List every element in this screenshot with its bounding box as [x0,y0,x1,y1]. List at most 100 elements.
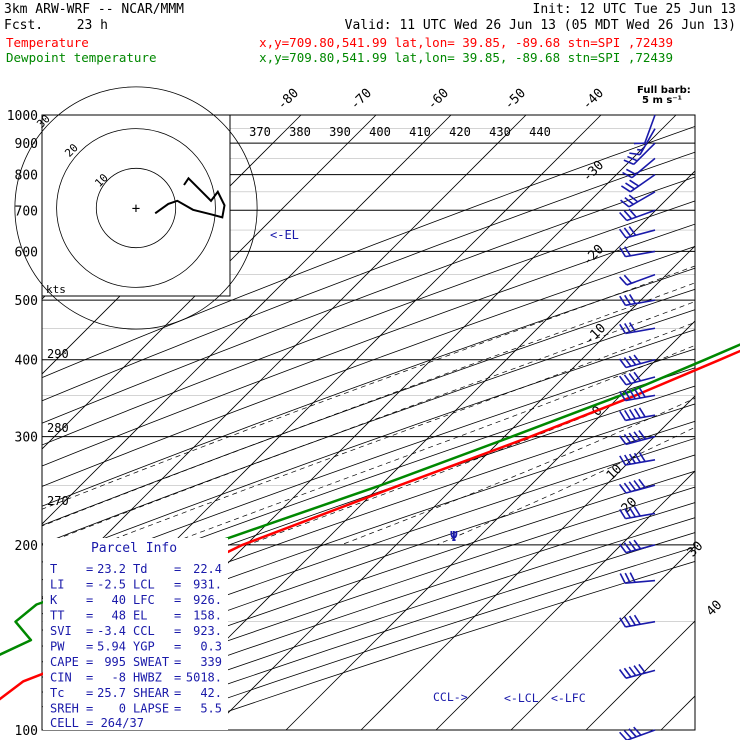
parcel-eq: = [86,686,93,700]
wind-barb-flag [633,354,642,365]
wind-barb [633,114,656,145]
isotherm-top-label: -40 [580,86,607,113]
fcst-label: Fcst. [4,18,43,33]
wind-barb-flag [628,453,636,464]
parcel-value: 25.7 [97,686,126,700]
wind-barb-flag [623,729,633,740]
theta-top-label: 420 [449,125,471,139]
parcel-value: 42. [200,686,222,700]
hodograph-unit-label: kts [46,283,66,296]
init-time: Init: 12 UTC Tue 25 Jun 13 [533,2,737,17]
wind-barb-flag [618,483,627,494]
wind-barb-flag [624,197,634,205]
wind-barb-flag [619,276,628,286]
wind-barb-flag [623,274,633,284]
wind-barb-flag [624,508,632,519]
wind-barb [623,142,656,166]
wind-barb-flag [618,228,627,239]
wind-barb [619,387,656,402]
dry-adiabat-lines [42,125,695,718]
parcel-value: 995 [104,655,126,669]
wind-barb-flag [628,322,636,333]
wind-barbs [618,114,656,740]
parcel-label: Td [133,562,147,576]
moist-adiabat-line [42,301,695,546]
parcel-value: 339 [200,655,222,669]
theta-top-label: 380 [289,125,311,139]
parcel-value: -3.4 [97,624,126,638]
dry-adiabat-line [42,176,695,424]
header: 3km ARW-WRF -- NCAR/MMM Init: 12 UTC Tue… [4,2,736,65]
parcel-label: CCL [133,624,155,638]
dry-adiabat-line [42,309,695,545]
wind-barb-flag [624,616,632,627]
parcel-eq: = [174,624,181,638]
storm-motion-marker: Ψ [450,530,458,545]
wind-barb [619,614,656,628]
wind-barb-flag [623,374,632,384]
parcel-label: T [50,562,57,576]
isotherm-line [736,115,740,730]
wind-barb-flag [618,375,627,386]
parcel-eq: = [174,609,181,623]
isotherm-line [435,470,695,730]
isotherm-right-label: -20 [580,242,607,269]
wind-barb-flag [622,171,633,179]
wind-barb-flag [638,478,646,489]
isotherm-top-label: -80 [275,86,302,113]
wind-barb-flag [619,573,626,584]
wind-barb-flag [638,387,646,398]
wind-barb-flag [619,617,627,628]
wind-barb-flag [628,373,637,383]
wind-barb [619,407,656,422]
parcel-label: SREH [50,702,79,716]
wind-barb-flag [629,152,641,156]
theta-top-label: 400 [369,125,391,139]
isotherm-top-label: -50 [502,86,529,113]
wind-barb-flag [633,408,641,419]
parcel-label: CAPE [50,655,79,669]
theta-left-label: 290 [47,347,69,361]
moist-adiabat-line [340,397,695,546]
parcel-label: CIN [50,671,72,685]
wind-barb-flag [628,208,637,218]
parcel-label: LAPSE [133,702,169,716]
parcel-label: YGP [133,640,155,654]
wind-barb-flag [628,226,637,236]
parcel-info-title: Parcel Info [91,541,177,556]
dewpoint-profile [0,343,740,656]
pressure-tick-label: 300 [15,431,38,446]
wind-barb-flag [628,540,637,551]
full-barb-unit: 5 m s⁻¹ [642,95,682,106]
hodograph-frame [41,114,231,297]
chart-layers: 1000900800700600500400300200100235812203… [0,86,740,740]
wind-barb-flag [624,323,632,334]
parcel-eq: = [86,609,93,623]
parcel-label: LI [50,578,64,592]
wind-barb-flag [619,295,627,306]
parcel-eq: = [86,640,93,654]
dry-adiabat-line [42,420,695,647]
dry-adiabat-line [42,267,695,507]
wind-barb-flag [633,614,641,625]
pressure-tick-label: 600 [15,245,38,260]
full-barb-label: Full barb: [637,85,691,96]
parcel-cell: CELL = 264/37 [50,716,144,730]
parcel-eq: = [174,671,181,685]
lfc-label: <-LFC [551,691,586,705]
wind-barb-flag [624,572,631,584]
wind-barb-flag [628,409,636,420]
parcel-label: SWEAT [133,655,169,669]
wind-barb [619,572,656,584]
isotherm-right-label: 40 [704,598,726,620]
wind-barb-half-flag [637,148,643,152]
wind-barb [619,726,656,740]
parcel-eq: = [86,562,93,576]
parcel-eq: = [174,640,181,654]
parcel-value: 5.94 [97,640,126,654]
temperature-label: Temperature [6,35,89,50]
wind-barb-flag [638,430,646,440]
isotherm-line [42,115,377,450]
isotherm-top-label: -70 [348,86,375,113]
